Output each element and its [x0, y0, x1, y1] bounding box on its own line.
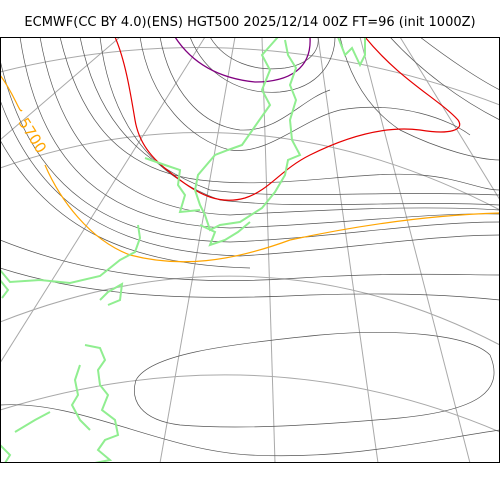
- coastline-labrador: [99, 282, 124, 306]
- chart-title: ECMWF(CC BY 4.0)(ENS) HGT500 2025/12/14 …: [24, 15, 476, 30]
- contour-line: [0, 99, 500, 257]
- contour-line: [339, 37, 500, 161]
- contour-line: [419, 37, 500, 91]
- contour-red-line: [114, 37, 461, 201]
- coastline-uk-ireland: [70, 344, 120, 463]
- contour-line: [389, 37, 500, 121]
- meridian-line: [399, 37, 500, 201]
- contour-line: [209, 37, 319, 70]
- contour-line: [0, 267, 500, 301]
- meridian-line: [159, 37, 236, 463]
- coastline-norway: [14, 411, 51, 433]
- latitude-line: [0, 132, 500, 211]
- meridian-lines: [0, 37, 500, 463]
- contour-line: [159, 37, 331, 131]
- latitude-line: [0, 47, 500, 106]
- contour-5700-line: [0, 74, 500, 263]
- coastline-svalbard: [337, 37, 366, 68]
- contour-line: [139, 37, 471, 151]
- coastlines: [0, 37, 366, 463]
- latitude-line: [0, 275, 500, 346]
- contour-purple-line: [174, 37, 311, 83]
- meridian-line: [0, 37, 206, 364]
- meridian-line: [317, 37, 379, 463]
- coastline-iceland: [0, 279, 10, 299]
- contour-line: [79, 37, 500, 196]
- contour-line: [0, 239, 500, 281]
- contour-line: [0, 404, 500, 457]
- coastline-baffin: [199, 221, 251, 247]
- contour-line: [19, 37, 500, 229]
- meridian-line: [261, 37, 276, 463]
- coastline-hudson: [0, 224, 142, 285]
- coastline-greenland: [193, 37, 302, 232]
- coastline-scandinavia: [0, 444, 12, 463]
- contour-line: [59, 37, 500, 191]
- meridian-line: [359, 37, 471, 463]
- contour-line: [39, 37, 500, 216]
- coastline-canada-arctic: [144, 157, 201, 214]
- contour-5700-label: 5700: [15, 115, 51, 157]
- height-contours: [0, 37, 500, 457]
- contour-line: [134, 332, 495, 428]
- contour-line: [189, 37, 336, 93]
- latitude-line: [0, 374, 500, 433]
- contour-line: [99, 37, 500, 206]
- contour-line: [0, 59, 500, 243]
- latitude-lines: [0, 47, 500, 433]
- meridian-line: [0, 37, 121, 141]
